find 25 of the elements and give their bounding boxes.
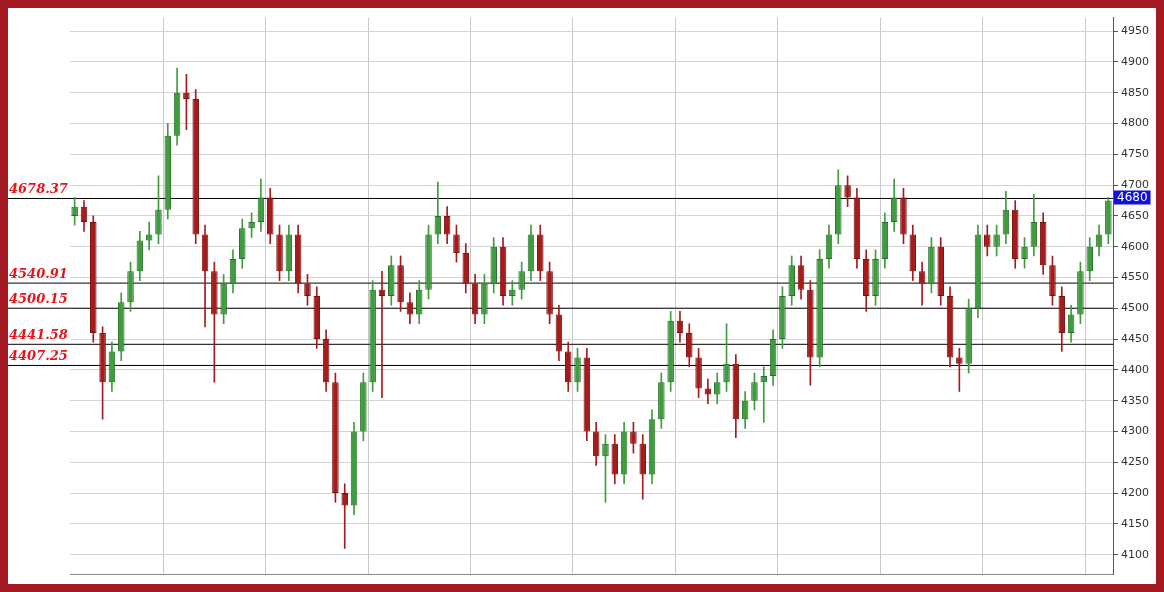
y-tick-label: 4900 — [1121, 54, 1150, 68]
y-tick-label: 4150 — [1121, 516, 1150, 530]
y-tick-label: 4200 — [1121, 485, 1150, 499]
y-tick-label: 4350 — [1121, 393, 1150, 407]
y-tick-label: 4450 — [1121, 331, 1150, 345]
y-tick-label: 4650 — [1121, 208, 1150, 222]
ref-line-label: 4500.15 — [9, 291, 68, 307]
y-tick-label: 4500 — [1121, 301, 1150, 315]
y-tick-label: 4800 — [1121, 116, 1150, 130]
ref-line-label: 4407.25 — [9, 348, 68, 364]
ref-line-label: 4441.58 — [9, 327, 68, 343]
y-tick-label: 4950 — [1121, 24, 1150, 38]
y-tick-label: 4100 — [1121, 547, 1150, 561]
ref-line-label: 4540.91 — [9, 266, 68, 281]
y-tick-label: 4850 — [1121, 85, 1150, 99]
candlestick — [341, 483, 348, 549]
y-tick-label: 4750 — [1121, 147, 1150, 161]
y-tick-label: 4600 — [1121, 239, 1150, 253]
y-tick-label: 4550 — [1121, 270, 1150, 284]
y-tick-label: 4400 — [1121, 362, 1150, 376]
y-tick-label: 4300 — [1121, 424, 1150, 438]
y-tick-label: 4250 — [1121, 455, 1150, 469]
annotation: 4680 — [1117, 189, 1148, 204]
ref-line-label: 4678.37 — [9, 181, 68, 197]
y-tick-label: 4700 — [1121, 177, 1150, 191]
